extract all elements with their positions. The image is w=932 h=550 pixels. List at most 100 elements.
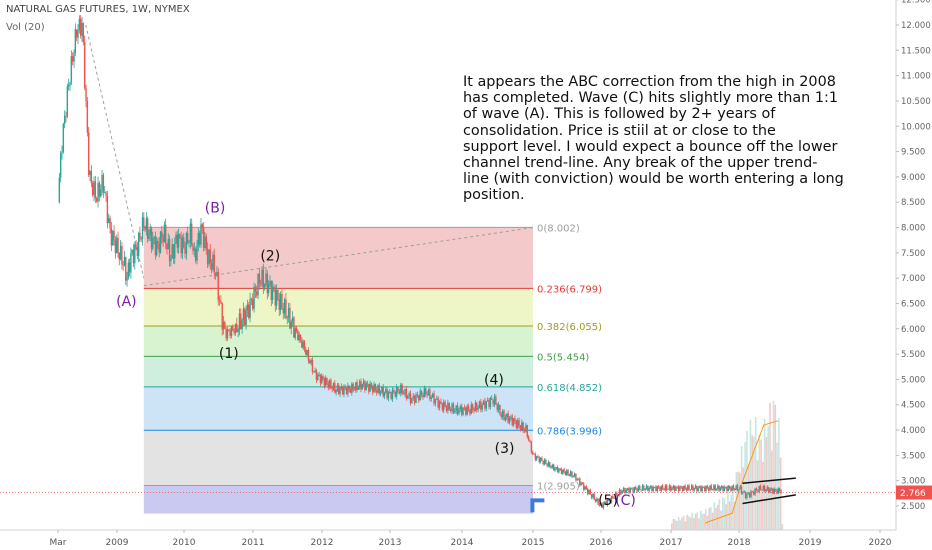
volume-bar — [686, 514, 688, 530]
candle-body — [489, 398, 492, 407]
last-price-tag — [896, 485, 932, 500]
candle-body — [246, 304, 249, 311]
candle-body — [514, 418, 516, 421]
candle-body — [440, 401, 442, 404]
candle-body — [533, 453, 535, 455]
candle-body — [105, 192, 107, 197]
candle-body — [351, 383, 353, 393]
candle-body — [554, 468, 556, 471]
candle-body — [217, 271, 219, 300]
candle-body — [65, 115, 67, 117]
candle-body — [575, 473, 577, 481]
candle-body — [493, 396, 496, 405]
volume-bar — [739, 472, 741, 530]
candle-body — [736, 485, 739, 490]
candle-body — [273, 286, 275, 290]
volume-bar — [698, 518, 700, 530]
y-tick-label: 5.000 — [901, 375, 925, 385]
candle-body — [473, 409, 475, 412]
candle-body — [423, 388, 426, 398]
candle-body — [690, 485, 693, 490]
candle-body — [274, 289, 276, 306]
candle-body — [154, 237, 157, 256]
candle-body — [447, 402, 449, 411]
candle-body — [126, 277, 128, 281]
volume-bar — [763, 418, 766, 530]
candle-body — [568, 474, 571, 476]
candle-body — [252, 298, 254, 309]
candle-body — [355, 382, 357, 391]
candle-body — [652, 487, 654, 492]
candle-body — [131, 249, 133, 254]
candle-body — [463, 407, 466, 409]
candle-body — [592, 494, 594, 498]
volume-bar — [727, 491, 729, 530]
candle-body — [433, 393, 435, 404]
candle-body — [632, 488, 634, 493]
candle-body — [546, 464, 548, 466]
candle-body — [656, 486, 658, 492]
candle-body — [96, 198, 98, 202]
candle-body — [645, 485, 648, 490]
volume-bar — [676, 520, 678, 530]
candle-body — [123, 256, 126, 265]
candle-body — [150, 228, 153, 249]
y-tick-label: 11.000 — [901, 72, 931, 82]
candle-body — [85, 87, 87, 102]
volume-bar — [689, 517, 692, 530]
candle-body — [79, 18, 82, 36]
candle-body — [774, 489, 777, 491]
candle-body — [136, 247, 139, 256]
candle-body — [135, 244, 137, 248]
candle-body — [58, 177, 61, 203]
volume-bar — [723, 498, 726, 530]
candle-body — [166, 243, 168, 250]
candle-body — [162, 237, 164, 243]
candle-body — [390, 392, 392, 399]
candle-body — [198, 232, 201, 245]
candle-body — [419, 391, 421, 401]
x-tick-label: 2014 — [451, 538, 474, 548]
candle-body — [383, 392, 386, 397]
candle-body — [772, 488, 774, 494]
fib-level-label: 0.382(6.055) — [537, 322, 602, 333]
candle-body — [336, 385, 339, 391]
candle-body — [743, 491, 745, 493]
candle-body — [110, 228, 113, 246]
candle-body — [78, 18, 81, 31]
candle-body — [128, 262, 131, 273]
candle-body — [545, 459, 547, 465]
candle-body — [564, 471, 567, 475]
candle-body — [294, 328, 296, 338]
fib-band — [143, 430, 534, 486]
candle-body — [98, 182, 101, 197]
candle-body — [224, 322, 226, 329]
candle-body — [510, 416, 512, 418]
candle-body — [523, 430, 526, 432]
volume-bar — [767, 426, 769, 530]
candle-body — [427, 389, 430, 396]
candle-body — [541, 457, 543, 461]
volume-moving-average — [704, 420, 779, 524]
candle-body — [688, 485, 690, 490]
candle-body — [167, 239, 169, 250]
volume-bar — [747, 464, 750, 530]
candle-body — [214, 272, 217, 276]
candle-body — [244, 308, 246, 325]
volume-bar — [674, 519, 676, 530]
candle-body — [754, 488, 756, 495]
candle-body — [748, 493, 751, 497]
candle-body — [700, 486, 702, 492]
candle-body — [237, 329, 239, 332]
candle-body — [616, 492, 618, 496]
candle-body — [314, 370, 316, 372]
candle-body — [467, 406, 470, 410]
candle-body — [594, 499, 597, 502]
candle-body — [108, 218, 110, 224]
volume-bar — [713, 502, 716, 530]
candle-body — [604, 501, 606, 504]
candle-body — [118, 252, 121, 260]
x-tick-label: 2010 — [173, 538, 196, 548]
candle-body — [179, 234, 181, 238]
